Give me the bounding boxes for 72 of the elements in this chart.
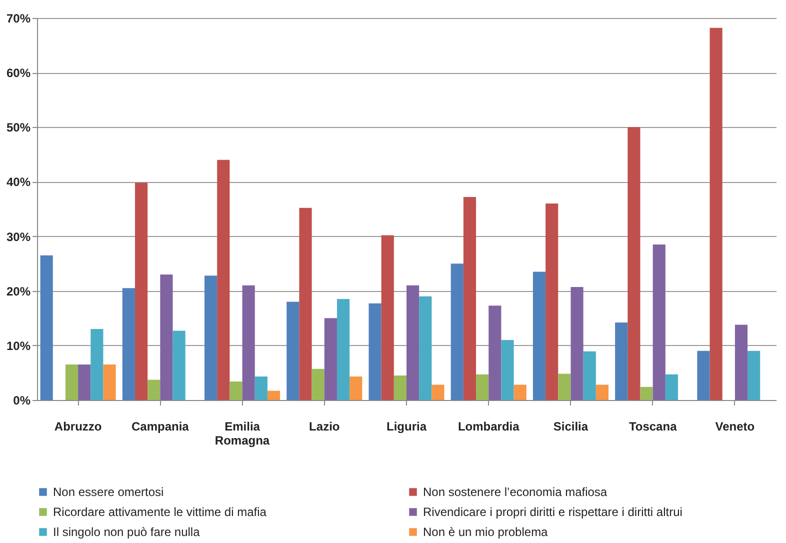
y-tick-label: 10% — [6, 338, 31, 353]
x-tick-label: Abruzzo — [54, 420, 102, 434]
bar — [242, 285, 255, 400]
bar — [267, 390, 280, 400]
bar — [230, 381, 242, 400]
bar — [350, 376, 362, 400]
x-tick-label: Lazio — [309, 420, 340, 434]
bar — [286, 302, 300, 400]
bar — [463, 196, 476, 400]
x-tick-label: Liguria — [386, 420, 427, 434]
x-tick-label: Toscana — [628, 420, 678, 434]
bar — [652, 244, 666, 400]
bar — [419, 296, 432, 400]
bar — [570, 287, 584, 400]
y-tick-label: 20% — [6, 284, 31, 298]
bar — [394, 375, 406, 400]
legend-label: Ricordare attivamente le vittime di mafia — [53, 505, 267, 519]
bar — [172, 330, 186, 400]
bar — [558, 374, 571, 400]
bar — [40, 255, 53, 400]
bar — [734, 324, 748, 400]
x-tick-label: Veneto — [715, 420, 755, 434]
y-tick-label: 60% — [6, 66, 31, 80]
bar — [488, 306, 502, 400]
x-tick-label: Campania — [131, 420, 190, 434]
bar — [204, 276, 218, 400]
bar — [381, 235, 394, 400]
bar — [596, 384, 608, 400]
bar — [628, 127, 640, 400]
bar — [532, 272, 546, 400]
bar — [583, 351, 596, 400]
bar — [160, 274, 173, 400]
bar — [324, 318, 337, 400]
bar — [697, 350, 710, 400]
y-tick-label: 30% — [6, 230, 31, 244]
bar — [336, 299, 350, 400]
bar — [665, 374, 678, 400]
legend-label: Rivendicare i propri diritti e rispettare i diritti altrui — [423, 505, 682, 519]
bar — [103, 364, 116, 400]
bar — [312, 368, 324, 400]
y-tick-label: 70% — [6, 12, 31, 26]
bar — [122, 288, 135, 400]
legend-label: Non è un mio problema — [423, 525, 548, 539]
bar — [148, 380, 160, 400]
y-tick-label: 0% — [13, 394, 31, 408]
bar — [432, 384, 444, 400]
bar — [501, 340, 514, 400]
x-tick-label: Emilia Romagna — [214, 420, 270, 448]
bar — [640, 386, 653, 400]
legend-label: Non sostenere l’economia mafiosa — [423, 485, 608, 499]
bar — [254, 376, 268, 400]
bar — [476, 374, 489, 400]
bar — [217, 160, 230, 400]
x-tick-label: Sicilia — [553, 420, 588, 434]
bar — [748, 350, 760, 400]
bar — [65, 364, 78, 400]
bar — [299, 208, 312, 400]
legend-label: Il singolo non può fare nulla — [53, 525, 200, 539]
bar — [615, 322, 628, 400]
legend-label: Non essere omertosi — [53, 485, 164, 499]
y-tick-label: 50% — [6, 120, 31, 135]
bar — [134, 182, 148, 400]
bar — [90, 329, 104, 400]
y-tick-label: 40% — [6, 175, 31, 190]
bar — [710, 28, 722, 400]
bar — [406, 285, 420, 400]
bar — [514, 384, 526, 400]
bar — [78, 364, 91, 400]
x-tick-label: Lombardia — [458, 420, 520, 434]
bar — [450, 264, 464, 400]
bar — [368, 303, 382, 400]
bar — [546, 204, 558, 400]
